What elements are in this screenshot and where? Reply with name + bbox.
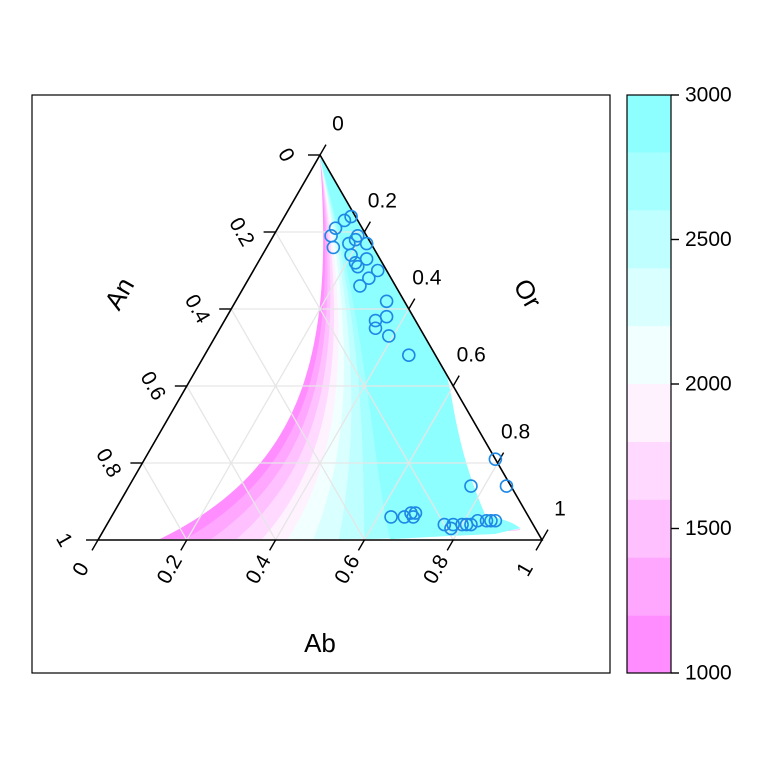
axis-title-ab: Ab (304, 628, 336, 658)
data-point (368, 313, 383, 328)
data-point (350, 259, 365, 274)
tick-label-bottom: 0.2 (153, 551, 188, 588)
axis-tick (535, 539, 543, 551)
colorbar-tick-label: 2000 (685, 373, 732, 396)
tick-label-right: 1 (554, 497, 566, 520)
tick-label-left: 0.6 (136, 368, 171, 405)
grid-line (186, 385, 277, 541)
plot-frame (31, 94, 611, 674)
data-point (464, 517, 478, 532)
colorbar: 1000 1500 2000 2500 3000 (626, 84, 732, 685)
tick-label-right: 0 (332, 112, 344, 135)
axis-tick (268, 539, 277, 551)
colorbar-band (627, 384, 671, 442)
axis-tick (452, 375, 460, 387)
data-point (397, 510, 412, 524)
axis-tick (91, 539, 99, 551)
data-point (379, 294, 394, 309)
axis-tick (319, 144, 327, 156)
data-point (382, 329, 396, 343)
data-point (484, 513, 498, 528)
data-point (455, 517, 469, 532)
axis-tick (541, 529, 549, 541)
colorbar-tick-label: 1500 (685, 517, 732, 540)
data-point (344, 248, 358, 262)
colorbar-tick-label: 2500 (685, 228, 732, 251)
data-point (359, 236, 374, 251)
grid-line (275, 308, 410, 541)
tick-label-left: 0.4 (180, 291, 215, 328)
tick-label-left: 1 (51, 529, 77, 551)
data-point (401, 348, 416, 363)
axis-tick (180, 539, 188, 551)
data-point (368, 321, 383, 336)
data-point (470, 513, 485, 528)
data-point (370, 263, 385, 278)
grid-line (141, 462, 188, 541)
tick-label-bottom: 0 (68, 559, 94, 581)
tick-label-right: 0.4 (412, 266, 442, 289)
data-point (326, 240, 341, 255)
colorbar-band (627, 152, 671, 211)
tick-label-right: 0.8 (501, 420, 530, 443)
axis-title-or: Or (508, 273, 549, 313)
colorbar-band (627, 615, 671, 673)
tick-label-right: 0.6 (457, 343, 486, 366)
data-point (499, 479, 514, 493)
colorbar-band (627, 268, 671, 327)
colorbar-band (627, 210, 671, 269)
axis-tick (408, 298, 416, 310)
data-point (406, 510, 421, 524)
axis-tick (363, 221, 372, 233)
tick-label-bottom: 0.4 (241, 551, 276, 588)
axis-tick (357, 539, 366, 551)
tick-label-bottom: 1 (512, 559, 538, 581)
grid-line (363, 385, 454, 541)
tick-label-bottom: 0.8 (419, 551, 454, 588)
tick-label-left: 0.2 (224, 214, 259, 251)
data-point (328, 221, 343, 235)
colorbar-band (627, 95, 671, 153)
colorbar-band (627, 499, 671, 558)
data-point (353, 279, 367, 293)
data-point (384, 510, 398, 524)
axis-tick (446, 539, 454, 551)
tick-label-bottom: 0.6 (330, 551, 365, 588)
tick-label-left: 0.8 (91, 445, 126, 482)
data-point (488, 452, 503, 466)
data-points (324, 209, 514, 536)
tick-label-right: 0.2 (368, 189, 397, 212)
data-point (344, 209, 358, 224)
data-point (337, 213, 352, 228)
colorbar-band (627, 557, 671, 616)
data-point (488, 513, 503, 528)
grid-line (230, 308, 365, 541)
colorbar-tick-label: 1000 (685, 662, 732, 685)
colorbar-tick-label: 3000 (685, 84, 732, 107)
data-point (437, 517, 452, 532)
tick-label-left: 0 (273, 144, 299, 166)
data-point (362, 271, 376, 286)
data-point (479, 513, 494, 528)
triangle-border (96, 153, 544, 541)
data-point (464, 479, 478, 493)
colorbar-band (627, 326, 671, 384)
axis-title-an: An (98, 272, 140, 315)
colorbar-band (627, 441, 671, 500)
